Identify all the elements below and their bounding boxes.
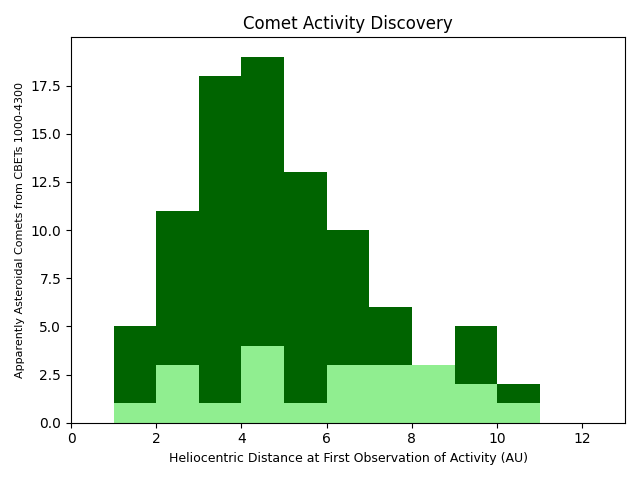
- Bar: [199, 76, 241, 423]
- Bar: [369, 365, 412, 423]
- Bar: [412, 404, 454, 423]
- Bar: [497, 384, 540, 423]
- Y-axis label: Apparently Asteroidal Comets from CBETs 1000-4300: Apparently Asteroidal Comets from CBETs …: [15, 82, 25, 378]
- Bar: [199, 404, 241, 423]
- Bar: [284, 172, 326, 423]
- Bar: [284, 404, 326, 423]
- Bar: [454, 326, 497, 423]
- Bar: [412, 365, 454, 423]
- Bar: [369, 307, 412, 423]
- Bar: [326, 230, 369, 423]
- Bar: [241, 346, 284, 423]
- Bar: [156, 365, 199, 423]
- X-axis label: Heliocentric Distance at First Observation of Activity (AU): Heliocentric Distance at First Observati…: [168, 452, 527, 465]
- Bar: [241, 57, 284, 423]
- Bar: [114, 404, 156, 423]
- Title: Comet Activity Discovery: Comet Activity Discovery: [243, 15, 453, 33]
- Bar: [114, 326, 156, 423]
- Bar: [497, 404, 540, 423]
- Bar: [326, 365, 369, 423]
- Bar: [454, 384, 497, 423]
- Bar: [156, 211, 199, 423]
